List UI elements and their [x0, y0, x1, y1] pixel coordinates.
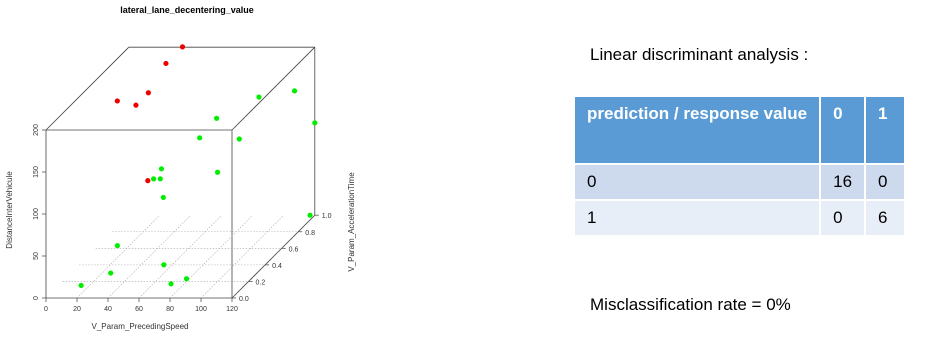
- data-point-class-0: [160, 194, 166, 201]
- x-tick-label: 0: [44, 306, 48, 313]
- data-point-class-0: [114, 243, 120, 249]
- cell: 6: [866, 199, 907, 235]
- x-tick-label: 80: [166, 306, 174, 313]
- data-point-class-1: [179, 44, 186, 50]
- z-axis-label: DistanceInterVehicule: [5, 171, 14, 249]
- header-prediction-response: prediction / response value: [575, 97, 822, 163]
- x-tick-label: 60: [135, 306, 143, 313]
- data-point-class-0: [236, 136, 242, 142]
- table-row: 0 16 0: [575, 163, 907, 199]
- row-label: 1: [575, 199, 822, 235]
- chart-title: lateral_lane_decentering_value: [120, 5, 254, 15]
- y-axis-label: V_Param_AccelerationTime: [347, 172, 356, 272]
- data-point-class-1: [163, 60, 169, 67]
- data-point-class-1: [114, 98, 120, 104]
- data-point-class-0: [183, 276, 190, 282]
- data-point-class-0: [312, 120, 318, 126]
- data-point-class-0: [307, 212, 313, 218]
- data-point-class-0: [78, 282, 84, 289]
- header-1: 1: [866, 97, 907, 163]
- data-point-class-0: [158, 166, 165, 172]
- data-point-class-0: [256, 94, 262, 100]
- box-edge: [231, 46, 316, 131]
- z-tick-label: 100: [33, 208, 40, 220]
- data-point-class-0: [168, 281, 174, 287]
- z-tick-label: 0: [33, 296, 40, 300]
- grid-line: [200, 214, 285, 299]
- confusion-table: prediction / response value 0 1 0 16 0 1…: [575, 97, 907, 235]
- z-tick-label: 150: [33, 166, 40, 178]
- data-point-class-0: [197, 135, 203, 141]
- box-edge: [231, 214, 316, 299]
- x-tick-label: 40: [104, 306, 112, 313]
- header-0: 0: [821, 97, 867, 163]
- grid-line: [138, 214, 223, 299]
- misclassification-rate: Misclassification rate = 0%: [590, 295, 791, 314]
- cell: 0: [821, 199, 867, 235]
- cell: 0: [866, 163, 907, 199]
- table-row: 1 0 6: [575, 199, 907, 235]
- data-point-class-0: [214, 115, 220, 121]
- box-edge: [45, 46, 130, 131]
- x-tick-label: 120: [226, 306, 238, 313]
- data-point-class-1: [145, 90, 151, 96]
- scatter-3d-plot: lateral_lane_decentering_value 0 20 40 60 80…: [5, 5, 356, 331]
- lda-heading: Linear discriminant analysis :: [590, 45, 809, 64]
- floor-grid: [62, 214, 299, 299]
- y-tick-label: 1.0: [322, 213, 332, 220]
- cell: 16: [821, 163, 867, 199]
- x-axis-label: V_Param_PrecedingSpeed: [92, 322, 189, 331]
- data-point-class-0: [150, 176, 157, 182]
- x-tick-label: 20: [73, 306, 81, 313]
- data-point-class-0: [214, 169, 221, 175]
- grid-line: [107, 214, 192, 299]
- plot-box: [45, 46, 316, 299]
- y-tick-label: 0.6: [289, 246, 299, 253]
- axis-ticks: 0 20 40 60 80 100 120 0 50 100 150 200 0.0 0.2 0.4 0.6 0…: [33, 124, 332, 313]
- y-tick-label: 0.0: [239, 296, 249, 303]
- data-point-class-0: [108, 270, 114, 276]
- y-tick-label: 0.4: [272, 263, 282, 270]
- z-tick-label: 50: [33, 252, 40, 260]
- data-point-class-0: [157, 176, 163, 182]
- data-points: [78, 44, 318, 289]
- y-tick-label: 0.2: [256, 279, 266, 286]
- data-point-class-0: [161, 262, 167, 268]
- grid-line: [169, 214, 254, 299]
- z-tick-label: 200: [33, 124, 40, 136]
- data-point-class-1: [133, 102, 139, 108]
- x-tick-label: 100: [195, 306, 207, 313]
- data-point-class-0: [291, 88, 298, 94]
- data-point-class-1: [145, 178, 151, 184]
- y-tick-label: 0.8: [305, 230, 315, 237]
- row-label: 0: [575, 163, 822, 199]
- grid-line: [76, 214, 161, 299]
- lda-panel: Linear discriminant analysis :: [590, 40, 952, 70]
